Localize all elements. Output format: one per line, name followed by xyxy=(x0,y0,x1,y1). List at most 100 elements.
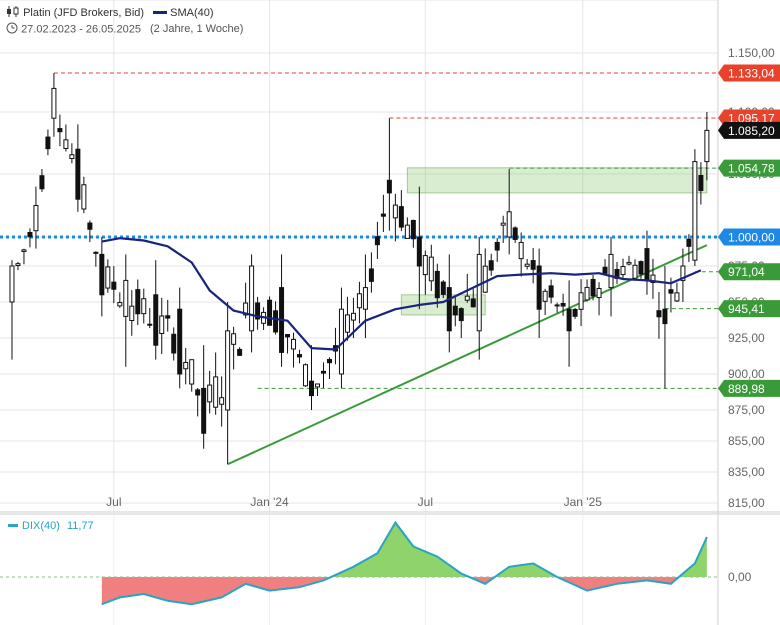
x-tick-label: Jul xyxy=(106,495,121,509)
candle xyxy=(45,136,51,150)
candle xyxy=(674,292,680,302)
candle xyxy=(368,268,374,282)
candle xyxy=(87,222,93,230)
price-tag-label: 1.085,20 xyxy=(728,124,775,138)
candle xyxy=(141,298,147,315)
y-tick-label: 900,00 xyxy=(728,367,765,381)
candle xyxy=(464,295,470,301)
candle xyxy=(530,260,536,270)
candle xyxy=(291,338,297,350)
price-tag xyxy=(718,300,780,318)
candle xyxy=(225,330,231,411)
price-tag-label: 1.133,04 xyxy=(728,67,775,81)
candle xyxy=(243,302,249,316)
dix-y-tick-label: 0,00 xyxy=(728,570,752,584)
y-tick-label: 875,00 xyxy=(728,403,765,417)
y-tick-label: 815,00 xyxy=(728,496,765,510)
candle xyxy=(578,292,584,310)
candle xyxy=(446,287,452,332)
candle xyxy=(27,231,33,238)
candle xyxy=(572,308,578,317)
chart-legend: Platin (JFD Brokers, Bid) SMA(40) xyxy=(6,6,214,20)
candle xyxy=(524,263,530,267)
dix-legend-label: DIX(40) xyxy=(22,520,60,532)
candle xyxy=(566,308,572,332)
candle xyxy=(326,358,332,364)
candle xyxy=(362,287,368,310)
candle xyxy=(374,236,380,246)
candle xyxy=(404,224,410,239)
candle xyxy=(111,281,117,290)
candle xyxy=(656,310,662,318)
candle xyxy=(596,287,602,299)
sma-legend-label: SMA(40) xyxy=(170,6,214,19)
candle xyxy=(93,251,99,254)
date-range: 27.02.2023 - 26.05.2025 xyxy=(21,23,141,36)
price-tag xyxy=(718,64,780,82)
candle xyxy=(99,253,105,296)
dix-negative-area xyxy=(101,577,707,605)
price-tag xyxy=(718,263,780,281)
candle xyxy=(650,274,656,283)
candle xyxy=(63,139,69,149)
candle xyxy=(189,359,195,385)
candle xyxy=(476,253,482,332)
candle xyxy=(57,128,63,133)
candle xyxy=(153,294,159,346)
instrument-name: Platin (JFD Brokers, Bid) xyxy=(23,6,145,19)
candle xyxy=(392,204,398,219)
candle xyxy=(267,299,273,326)
candle xyxy=(356,293,362,309)
y-tick-label: 925,00 xyxy=(728,331,765,345)
candle xyxy=(434,270,440,299)
candle xyxy=(159,315,165,335)
candle xyxy=(536,265,542,310)
price-tag-label: 971,04 xyxy=(728,265,765,279)
candle xyxy=(608,253,614,289)
candle xyxy=(452,305,458,316)
candle xyxy=(195,389,201,396)
candle xyxy=(542,290,548,302)
candle xyxy=(33,205,39,232)
price-tag xyxy=(718,121,780,139)
candles xyxy=(9,73,710,465)
candle xyxy=(554,304,560,307)
y-tick-label: 835,00 xyxy=(728,465,765,479)
candle xyxy=(602,266,608,274)
candle xyxy=(75,148,81,200)
trendline xyxy=(227,244,708,466)
candle xyxy=(69,154,75,159)
sma-line xyxy=(101,237,702,351)
candle xyxy=(21,249,27,252)
candle xyxy=(171,333,177,354)
candle xyxy=(416,236,422,267)
price-tag-label: 1.000,00 xyxy=(728,231,775,245)
y-tick-label: 1.150,00 xyxy=(728,46,775,60)
candle xyxy=(548,285,554,298)
candle xyxy=(632,264,638,279)
price-tag xyxy=(718,228,780,246)
date-duration: (2 Jahre, 1 Woche) xyxy=(150,23,244,36)
candle xyxy=(201,387,207,434)
support-zone xyxy=(406,167,708,194)
candle xyxy=(303,364,309,387)
sma-legend-swatch xyxy=(153,10,168,14)
candle xyxy=(500,222,506,226)
candle xyxy=(620,266,626,276)
candle xyxy=(458,308,464,322)
candle xyxy=(123,279,129,317)
candle xyxy=(285,333,291,338)
candle xyxy=(309,380,315,397)
candle xyxy=(686,238,692,247)
candle xyxy=(662,308,668,325)
candle xyxy=(470,298,476,308)
candle xyxy=(428,256,434,282)
candle xyxy=(51,87,57,119)
candle xyxy=(422,255,428,276)
dix-legend: DIX(40) 11,77 xyxy=(8,520,94,532)
candle xyxy=(320,370,326,374)
candle xyxy=(165,315,171,319)
candle xyxy=(249,265,255,332)
price-tag-label: 889,98 xyxy=(728,382,765,396)
